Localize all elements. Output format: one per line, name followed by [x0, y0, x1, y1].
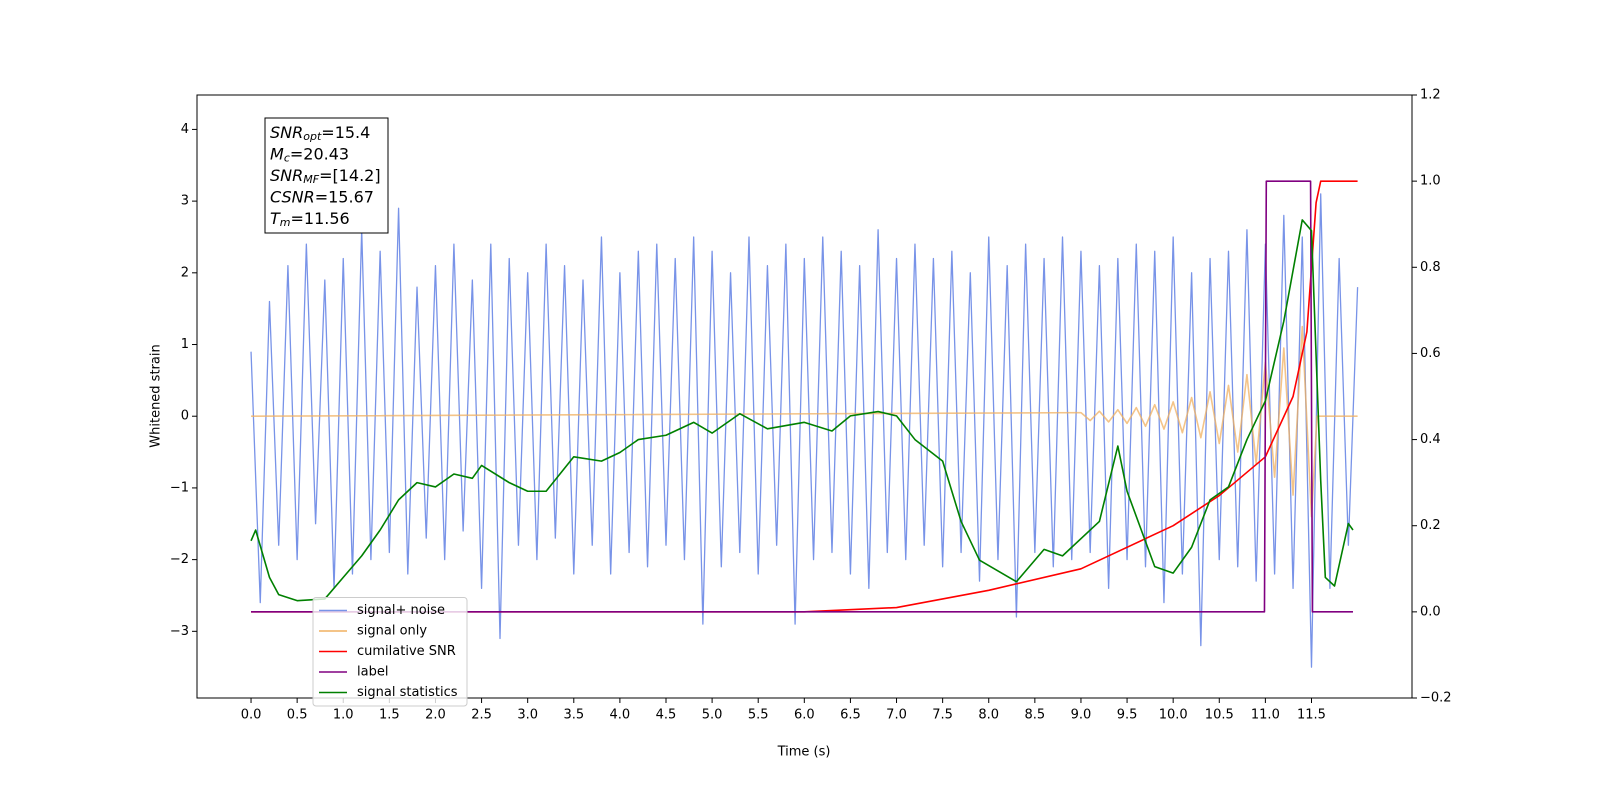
annotation-symbol: CSNR — [270, 187, 315, 206]
x-tick-label: 0.5 — [287, 708, 308, 723]
annotation-value: =[14.2] — [319, 166, 381, 185]
x-tick-label: 3.5 — [563, 708, 584, 723]
annotation-line: SNRMF=[14.2] — [270, 166, 381, 187]
y-tick-label: 4 — [181, 122, 189, 137]
series-line — [250, 219, 1354, 602]
y-tick-label: −3 — [170, 624, 189, 639]
series-line — [251, 325, 1358, 518]
legend-label: label — [357, 665, 388, 680]
x-tick-label: 0.0 — [241, 708, 262, 723]
x-tick-label: 2.0 — [425, 708, 446, 723]
y2-tick-label: 1.0 — [1420, 174, 1441, 189]
y-tick-label: −1 — [170, 480, 189, 495]
x-tick-label: 8.5 — [1025, 708, 1046, 723]
annotation-subscript: c — [284, 152, 290, 165]
y2-tick-label: 0.6 — [1420, 346, 1441, 361]
y-tick-label: −2 — [170, 552, 189, 567]
annotation-symbol: SNR — [270, 166, 303, 185]
y2-tick-label: 0.8 — [1420, 260, 1441, 275]
x-tick-label: 6.0 — [794, 708, 815, 723]
x-tick-label: 7.0 — [886, 708, 907, 723]
series-line — [250, 193, 1359, 668]
annotation-symbol: M — [270, 144, 284, 163]
x-tick-label: 10.5 — [1205, 708, 1234, 723]
series-line — [251, 180, 1358, 613]
x-tick-label: 3.0 — [517, 708, 538, 723]
x-tick-label: 5.0 — [702, 708, 723, 723]
y2-tick-label: −0.2 — [1420, 691, 1452, 706]
annotation-value: =20.43 — [290, 144, 349, 163]
legend-label: signal+ noise — [357, 603, 445, 618]
legend-label: signal statistics — [357, 685, 458, 700]
annotation-line: CSNR=15.67 — [270, 187, 374, 206]
annotation-line: Tm=11.56 — [270, 209, 350, 230]
y2-tick-label: 1.2 — [1420, 88, 1441, 103]
y-tick-label: 2 — [181, 265, 189, 280]
annotation-symbol: T — [270, 209, 281, 228]
legend-label: signal only — [357, 624, 427, 639]
x-tick-label: 6.5 — [840, 708, 861, 723]
x-tick-label: 2.5 — [471, 708, 492, 723]
x-axis-label: Time (s) — [777, 745, 831, 760]
legend-box — [312, 597, 468, 707]
y2-tick-label: 0.2 — [1420, 518, 1441, 533]
x-tick-label: 1.5 — [379, 708, 400, 723]
x-tick-label: 8.0 — [978, 708, 999, 723]
x-tick-label: 11.0 — [1251, 708, 1280, 723]
x-tick-label: 5.5 — [748, 708, 769, 723]
annotation-box — [264, 117, 389, 234]
x-tick-label: 11.5 — [1297, 708, 1326, 723]
y-tick-label: 3 — [181, 194, 189, 209]
x-tick-label: 4.5 — [656, 708, 677, 723]
x-tick-label: 7.5 — [932, 708, 953, 723]
annotation-value: =15.4 — [321, 123, 370, 142]
x-tick-label: 10.0 — [1159, 708, 1188, 723]
x-tick-label: 9.5 — [1117, 708, 1138, 723]
y-tick-label: 1 — [181, 337, 189, 352]
annotation-subscript: m — [280, 216, 291, 229]
x-tick-label: 1.0 — [333, 708, 354, 723]
annotation-symbol: SNR — [270, 123, 303, 142]
annotation-value: =11.56 — [291, 209, 350, 228]
x-tick-label: 4.0 — [610, 708, 631, 723]
annotation-subscript: MF — [303, 173, 319, 186]
series-line — [251, 180, 1353, 613]
y2-tick-label: 0.0 — [1420, 604, 1441, 619]
annotation-subscript: opt — [303, 130, 322, 143]
annotation-line: Mc=20.43 — [270, 144, 349, 165]
y-axis-label: Whitened strain — [149, 344, 164, 447]
legend-label: cumilative SNR — [357, 644, 456, 659]
annotation-value: =15.67 — [315, 187, 374, 206]
x-tick-label: 9.0 — [1071, 708, 1092, 723]
y2-tick-label: 0.4 — [1420, 432, 1441, 447]
annotation-line: SNRopt=15.4 — [270, 123, 370, 144]
y-tick-label: 0 — [181, 409, 189, 424]
